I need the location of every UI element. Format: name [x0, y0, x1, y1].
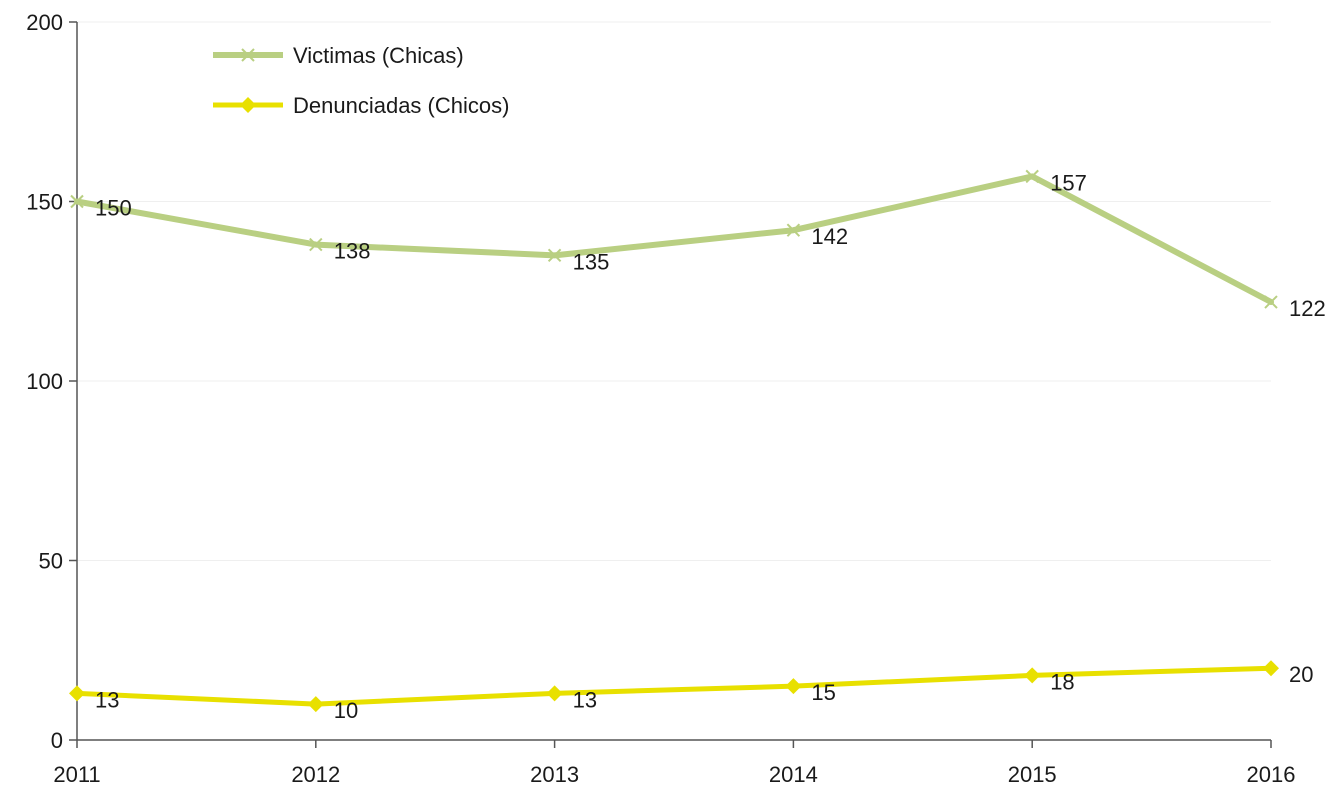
x-tick-label: 2016 — [1247, 762, 1296, 787]
data-label: 122 — [1289, 296, 1326, 321]
data-label: 150 — [95, 196, 132, 221]
x-tick-label: 2013 — [530, 762, 579, 787]
data-point — [547, 248, 562, 263]
grid-lines — [77, 21, 1271, 561]
series-1: 13 10 13 15 18 20 — [69, 660, 1313, 723]
data-point — [546, 685, 563, 702]
x-tick-label: 2015 — [1008, 762, 1057, 787]
data-point — [307, 696, 324, 713]
series-layer: 150 138 135 142 157 122 13 10 13 15 18 20 — [69, 169, 1326, 723]
x-axis-ticks: 2011 2012 2013 2014 2015 2016 — [53, 740, 1295, 787]
legend-swatch-marker — [241, 48, 255, 62]
legend-label: Victimas (Chicas) — [293, 43, 464, 68]
series-line-0 — [74, 173, 1274, 306]
data-point — [1024, 667, 1041, 684]
y-tick-label: 150 — [26, 190, 63, 215]
y-tick-label: 100 — [26, 369, 63, 394]
y-tick-label: 50 — [39, 549, 63, 574]
data-point — [309, 237, 323, 252]
data-label: 18 — [1050, 669, 1074, 694]
data-point — [69, 685, 85, 702]
series-0: 150 138 135 142 157 122 — [70, 169, 1326, 321]
x-tick-label: 2014 — [769, 762, 818, 787]
data-point — [1264, 295, 1278, 309]
legend-entry-0: Victimas (Chicas) — [213, 43, 464, 68]
legend-swatch-marker — [240, 97, 256, 113]
data-label: 10 — [334, 698, 358, 723]
data-label: 142 — [811, 224, 848, 249]
legend-entry-1: Denunciadas (Chicos) — [213, 93, 509, 118]
y-tick-label: 200 — [26, 10, 63, 35]
data-point — [1263, 660, 1279, 677]
data-point — [786, 223, 801, 237]
data-label: 157 — [1050, 170, 1087, 195]
data-label: 13 — [573, 687, 597, 712]
data-point — [1025, 169, 1039, 184]
series-line-1 — [74, 665, 1274, 707]
data-label: 15 — [811, 680, 835, 705]
y-tick-label: 0 — [51, 728, 63, 753]
x-tick-label: 2011 — [53, 762, 100, 787]
legend: Victimas (Chicas) Denunciadas (Chicos) — [213, 43, 509, 118]
data-label: 20 — [1289, 662, 1313, 687]
x-tick-label: 2012 — [291, 762, 340, 787]
y-axis-ticks: 0 50 100 150 200 — [26, 10, 77, 753]
data-point — [70, 194, 84, 209]
data-label: 13 — [95, 687, 119, 712]
data-label: 135 — [573, 249, 610, 274]
legend-label: Denunciadas (Chicos) — [293, 93, 509, 118]
data-label: 138 — [334, 239, 371, 264]
data-point — [785, 678, 802, 695]
